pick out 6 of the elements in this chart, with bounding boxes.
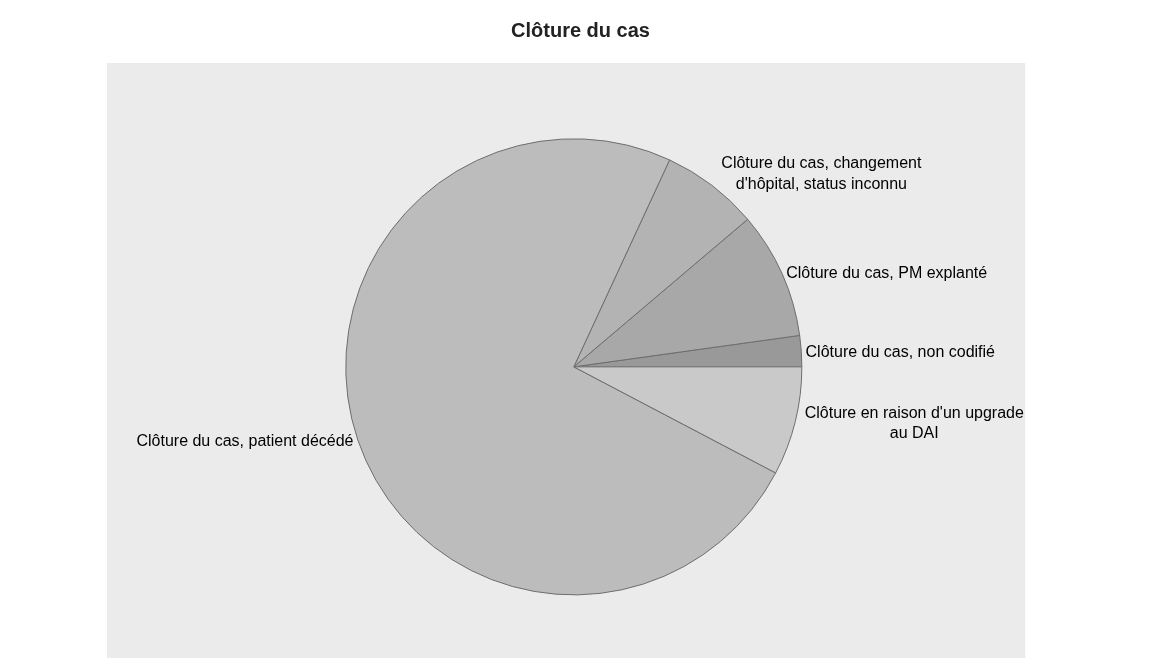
slice-label: Clôture en raison d'un upgrade au DAI xyxy=(804,403,1024,442)
slice-label: Clôture du cas, changement d'hôpital, status inconnu xyxy=(721,154,922,193)
slice-label: Clôture du cas, non codifié xyxy=(805,342,996,360)
chart-title: Clôture du cas xyxy=(511,18,650,41)
slice-label: Clôture du cas, PM explanté xyxy=(786,263,988,281)
slice-label: Clôture du cas, patient décédé xyxy=(136,432,354,450)
